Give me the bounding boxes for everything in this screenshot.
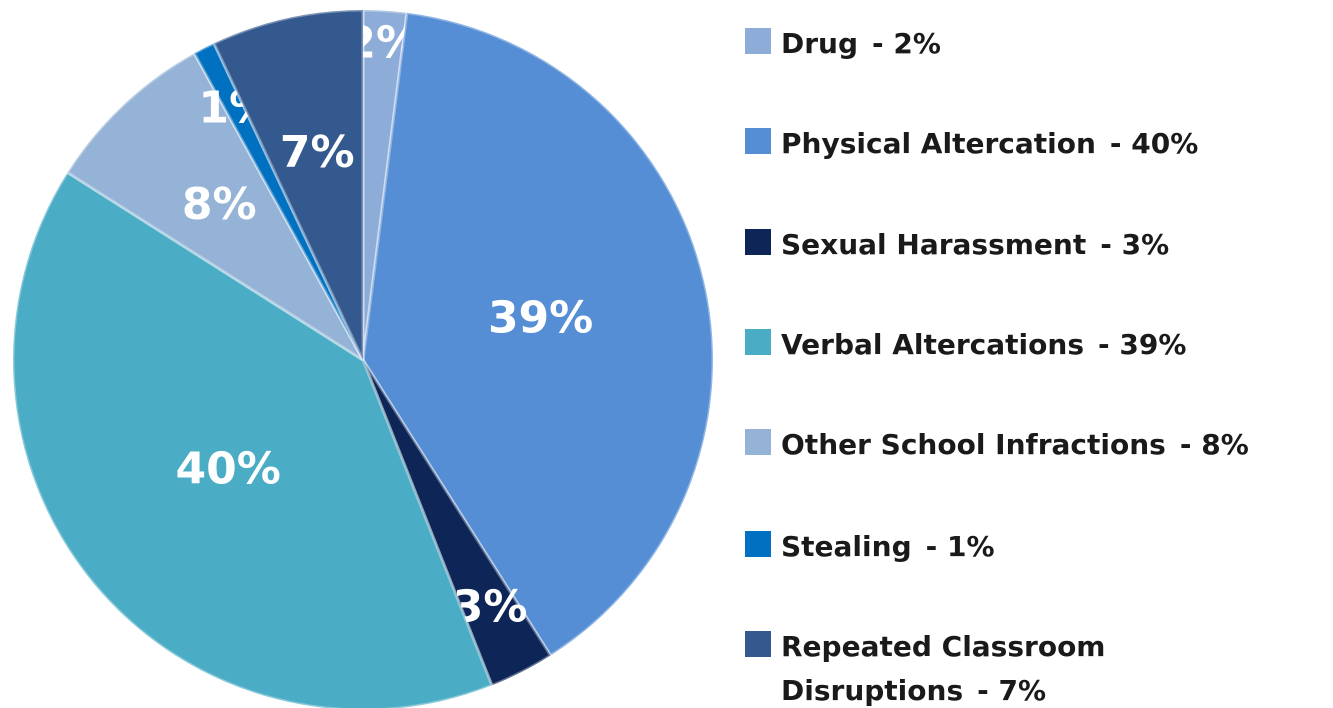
legend-text: Repeated Classroom Disruptions - 7% <box>781 625 1161 708</box>
legend-label: Physical Altercation <box>781 127 1096 160</box>
legend-swatch <box>745 329 771 355</box>
data-label: 7% <box>280 127 355 178</box>
pie-slice <box>361 11 715 658</box>
legend-item: Sexual Harassment - 3% <box>745 223 1169 267</box>
pie-slice <box>361 8 409 361</box>
pie-slice <box>192 41 365 361</box>
legend-item: Other School Infractions - 8% <box>745 423 1249 467</box>
legend-value: - 8% <box>1179 428 1249 461</box>
legend-label: Drug <box>781 27 859 60</box>
legend-label: Stealing <box>781 530 912 563</box>
legend-swatch <box>745 429 771 455</box>
legend-text: Sexual Harassment - 3% <box>781 223 1169 267</box>
pie-slice <box>361 359 553 688</box>
legend-value: - 39% <box>1097 328 1187 361</box>
data-label: 40% <box>175 444 280 495</box>
legend-label: Other School Infractions <box>781 428 1166 461</box>
legend-value: - 2% <box>872 27 941 60</box>
legend-text: Drug - 2% <box>781 22 941 66</box>
legend-text: Stealing - 1% <box>781 525 995 569</box>
legend-label: Verbal Altercations <box>781 328 1084 361</box>
legend-item: Physical Altercation - 40% <box>745 122 1198 166</box>
pie-slice <box>11 170 494 708</box>
data-label: 39% <box>488 292 593 343</box>
legend-label: Repeated Classroom Disruptions <box>781 630 1106 707</box>
legend-value: - 40% <box>1109 127 1199 160</box>
legend-swatch <box>745 128 771 154</box>
legend-item: Drug - 2% <box>745 22 941 66</box>
pie-slice <box>65 51 365 362</box>
legend-text: Other School Infractions - 8% <box>781 423 1249 467</box>
legend-swatch <box>745 229 771 255</box>
legend-item: Repeated Classroom Disruptions - 7% <box>745 625 1161 708</box>
legend-item: Verbal Altercations - 39% <box>745 323 1186 367</box>
data-label: 8% <box>182 179 257 230</box>
legend-value: - 1% <box>925 530 995 563</box>
legend-swatch <box>745 531 771 557</box>
legend-item: Stealing - 1% <box>745 525 995 569</box>
legend-value: - 3% <box>1100 228 1170 261</box>
legend-swatch <box>745 631 771 657</box>
legend-text: Verbal Altercations - 39% <box>781 323 1186 367</box>
pie-slice <box>211 8 365 361</box>
legend-value: - 7% <box>977 674 1047 707</box>
legend-label: Sexual Harassment <box>781 228 1087 261</box>
legend-text: Physical Altercation - 40% <box>781 122 1198 166</box>
legend-swatch <box>745 28 771 54</box>
pie: 2%39%3%40%8%1%7% <box>11 8 715 708</box>
